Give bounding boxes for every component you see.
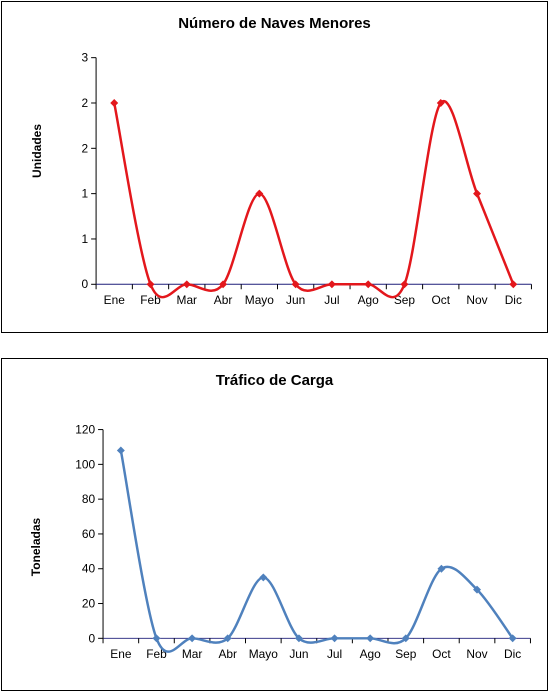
y-tick-label: 20: [82, 596, 96, 610]
y-tick-label: 2: [82, 96, 89, 110]
data-point: [330, 634, 339, 643]
x-tick-label: Feb: [146, 647, 167, 661]
data-point: [152, 634, 161, 643]
y-tick-label: 0: [82, 277, 89, 291]
x-tick-label: Jun: [289, 647, 308, 661]
x-tick-label: Ago: [358, 293, 380, 307]
chart-title: Número de Naves Menores: [178, 15, 371, 32]
data-point: [146, 280, 155, 289]
y-tick-label: 1: [82, 187, 89, 201]
chart-title: Tráfico de Carga: [215, 372, 334, 389]
x-tick-label: Sep: [394, 293, 416, 307]
data-point: [259, 573, 268, 582]
x-tick-label: Feb: [140, 293, 161, 307]
chart-plot-carga: 0 20 40 60 80 100 120 Ene Feb Mar Abr Mayo Jun Jul Ago…: [75, 423, 531, 661]
x-tick-label: Jun: [286, 293, 305, 307]
data-point: [364, 280, 373, 289]
x-tick-label: Mayo: [245, 293, 274, 307]
y-tick-label: 120: [75, 423, 95, 437]
x-tick-label: Dic: [505, 293, 522, 307]
data-point: [219, 280, 228, 289]
series-line: [113, 99, 515, 299]
data-point: [366, 634, 375, 643]
x-tick-label: Mayo: [249, 647, 278, 661]
x-tick-label: Jul: [324, 293, 339, 307]
x-tick-label: Jul: [327, 647, 342, 661]
data-point: [116, 446, 125, 455]
x-tick-label: Dic: [504, 647, 521, 661]
x-tick-label: Oct: [432, 647, 451, 661]
data-point: [110, 99, 119, 107]
data-point: [291, 280, 300, 289]
y-tick-label: 60: [82, 527, 96, 541]
x-tick-label: Abr: [214, 293, 233, 307]
x-tick-label: Ene: [110, 647, 132, 661]
data-point: [473, 189, 482, 198]
x-tick-label: Nov: [466, 293, 487, 307]
data-point: [400, 280, 409, 289]
data-point: [188, 634, 197, 643]
x-tick-label: Abr: [218, 647, 237, 661]
y-tick-label: 80: [82, 492, 96, 506]
y-tick-label: 3: [82, 51, 89, 65]
data-point: [223, 634, 232, 643]
data-point: [294, 634, 303, 643]
data-point: [255, 189, 264, 198]
y-tick-label: 100: [75, 457, 95, 471]
data-point: [508, 634, 517, 643]
data-point: [182, 280, 191, 289]
x-tick-label: Ene: [104, 293, 126, 307]
x-tick-label: Sep: [395, 647, 417, 661]
x-tick-label: Nov: [466, 647, 487, 661]
chart-plot-naves: 0 1 1 2 2 3 Ene Feb Mar Abr Mayo Jun Jul Ago Sep Oct Nov…: [82, 51, 532, 307]
series-line: [119, 450, 514, 653]
chart-trafico-carga: Tráfico de Carga Toneladas 0 20 40 60 80 100 1…: [1, 358, 548, 691]
data-point: [436, 99, 445, 107]
y-tick-label: 1: [82, 232, 89, 246]
y-tick-label: 2: [82, 141, 89, 155]
x-tick-label: Mar: [177, 293, 198, 307]
x-tick-label: Oct: [431, 293, 450, 307]
data-point: [509, 280, 518, 289]
data-point: [327, 280, 336, 289]
y-tick-label: 40: [82, 562, 96, 576]
x-tick-label: Ago: [360, 647, 382, 661]
x-tick-label: Mar: [182, 647, 203, 661]
y-tick-label: 0: [88, 631, 95, 645]
data-point: [401, 634, 410, 643]
